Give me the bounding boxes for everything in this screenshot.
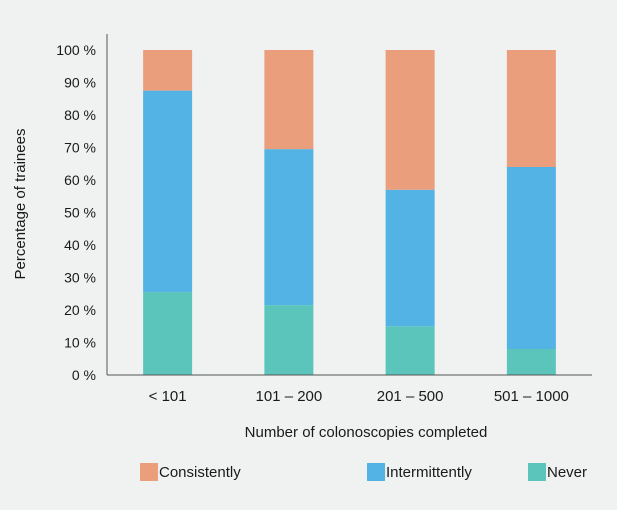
bar-segment-never	[506, 349, 556, 375]
bar-segment-consistently	[143, 50, 193, 91]
legend-label: Intermittently	[386, 464, 472, 481]
y-tick-label: 30 %	[64, 270, 96, 286]
legend-swatch	[528, 463, 546, 481]
bar-segment-intermittently	[264, 149, 314, 306]
y-tick-label: 80 %	[64, 107, 96, 123]
legend-swatch	[367, 463, 385, 481]
y-tick-label: 90 %	[64, 75, 96, 91]
legend-swatch	[140, 463, 158, 481]
x-axis-ticks: < 101 101 – 200 201 – 500 501 – 1000	[149, 388, 569, 405]
y-tick-label: 60 %	[64, 172, 96, 188]
bar-segment-never	[264, 305, 314, 375]
y-tick-label: 40 %	[64, 237, 96, 253]
y-tick-label: 100 %	[56, 42, 96, 58]
legend-label: Never	[547, 464, 587, 481]
bar-segment-intermittently	[385, 189, 435, 327]
bar-segment-never	[143, 292, 193, 375]
y-tick-label: 10 %	[64, 335, 96, 351]
y-axis-label: Percentage of trainees	[12, 129, 29, 280]
x-tick-label: 201 – 500	[377, 388, 444, 405]
y-tick-label: 20 %	[64, 302, 96, 318]
bar-segment-never	[385, 326, 435, 375]
y-tick-label: 0 %	[72, 367, 96, 383]
bar-segment-consistently	[264, 50, 314, 150]
x-tick-label: 501 – 1000	[494, 388, 569, 405]
bar-segment-intermittently	[143, 90, 193, 293]
y-tick-label: 70 %	[64, 140, 96, 156]
x-tick-label: 101 – 200	[256, 388, 323, 405]
x-tick-label: < 101	[149, 388, 187, 405]
legend-label: Consistently	[159, 464, 241, 481]
x-axis-label: Number of colonoscopies completed	[245, 424, 488, 441]
bars	[143, 50, 556, 375]
y-tick-label: 50 %	[64, 205, 96, 221]
y-axis-ticks: 0 % 10 % 20 % 30 % 40 % 50 % 60 % 70 % 80 % 90 % 1…	[56, 42, 96, 383]
bar-segment-consistently	[506, 50, 556, 167]
bar-segment-consistently	[385, 50, 435, 190]
bar-segment-intermittently	[506, 167, 556, 349]
legend: Consistently Intermittently Never	[140, 463, 587, 481]
